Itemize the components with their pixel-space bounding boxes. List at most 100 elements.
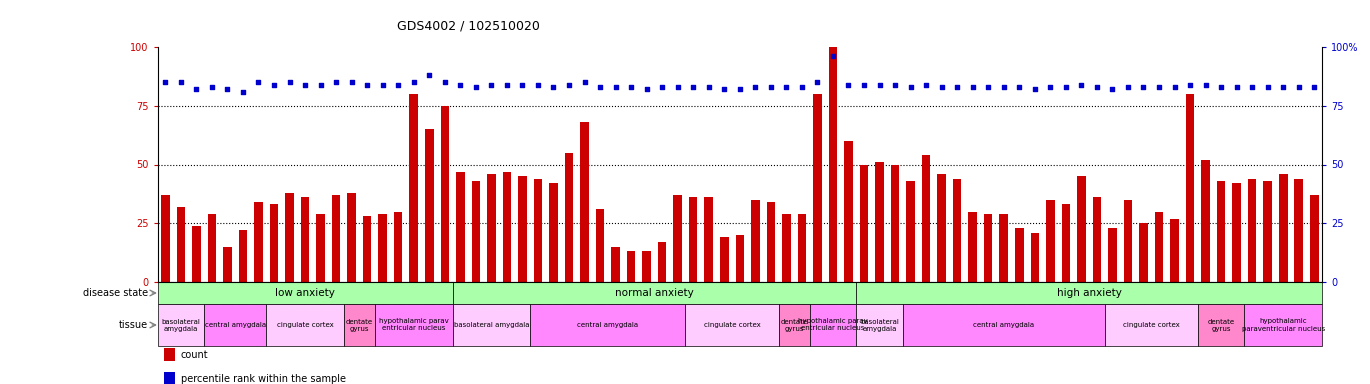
Bar bbox=[1093, 197, 1101, 282]
Bar bbox=[1233, 183, 1241, 282]
Point bbox=[1117, 84, 1138, 90]
Bar bbox=[1244, 304, 1322, 346]
Bar bbox=[937, 174, 945, 282]
Text: central amygdala: central amygdala bbox=[577, 322, 638, 328]
Text: dentate
gyrus: dentate gyrus bbox=[781, 318, 808, 331]
Point bbox=[310, 81, 332, 88]
Point bbox=[1148, 84, 1170, 90]
Point bbox=[760, 84, 782, 90]
Bar bbox=[1155, 212, 1163, 282]
Point bbox=[1101, 86, 1123, 93]
Bar bbox=[907, 181, 915, 282]
Bar bbox=[316, 214, 325, 282]
Bar bbox=[1140, 223, 1148, 282]
Bar bbox=[534, 179, 543, 282]
Text: percentile rank within the sample: percentile rank within the sample bbox=[181, 374, 345, 384]
Bar bbox=[158, 282, 452, 304]
Point bbox=[295, 81, 316, 88]
Bar bbox=[1201, 160, 1210, 282]
Bar bbox=[767, 202, 775, 282]
Bar bbox=[1295, 179, 1303, 282]
Point bbox=[418, 72, 440, 78]
Bar bbox=[890, 164, 899, 282]
Point bbox=[232, 89, 253, 95]
Point bbox=[170, 79, 192, 85]
Point bbox=[962, 84, 984, 90]
Point bbox=[1163, 84, 1185, 90]
Bar bbox=[378, 214, 386, 282]
Bar bbox=[1248, 179, 1256, 282]
Bar bbox=[332, 195, 340, 282]
Point bbox=[822, 53, 844, 60]
Point bbox=[915, 81, 937, 88]
Bar bbox=[410, 94, 418, 282]
Bar bbox=[1030, 233, 1038, 282]
Bar bbox=[564, 153, 573, 282]
Bar bbox=[1310, 195, 1318, 282]
Point bbox=[729, 86, 751, 93]
Bar bbox=[922, 155, 930, 282]
Bar bbox=[856, 304, 903, 346]
Bar bbox=[1077, 176, 1085, 282]
Point bbox=[1256, 84, 1278, 90]
Point bbox=[371, 81, 393, 88]
Point bbox=[1070, 81, 1092, 88]
Bar bbox=[1104, 304, 1197, 346]
Bar bbox=[751, 200, 759, 282]
Point bbox=[481, 81, 503, 88]
Point bbox=[1055, 84, 1077, 90]
Bar bbox=[685, 304, 778, 346]
Bar bbox=[441, 106, 449, 282]
Point bbox=[1288, 84, 1310, 90]
Bar bbox=[643, 252, 651, 282]
Bar bbox=[954, 179, 962, 282]
Bar bbox=[797, 214, 806, 282]
Bar bbox=[452, 282, 856, 304]
Point bbox=[496, 81, 518, 88]
Bar bbox=[596, 209, 604, 282]
Bar bbox=[1217, 181, 1225, 282]
Text: hypothalamic parav
entricular nucleus: hypothalamic parav entricular nucleus bbox=[379, 318, 448, 331]
Bar bbox=[721, 237, 729, 282]
Text: cingulate cortex: cingulate cortex bbox=[1123, 322, 1180, 328]
Point bbox=[449, 81, 471, 88]
Point bbox=[837, 81, 859, 88]
Bar bbox=[689, 197, 697, 282]
Bar bbox=[301, 197, 310, 282]
Bar bbox=[829, 47, 837, 282]
Point bbox=[1040, 84, 1062, 90]
Point bbox=[1195, 81, 1217, 88]
Bar bbox=[270, 204, 278, 282]
Bar bbox=[778, 304, 810, 346]
Point bbox=[947, 84, 969, 90]
Point bbox=[900, 84, 922, 90]
Point bbox=[1241, 84, 1263, 90]
Bar bbox=[984, 214, 992, 282]
Text: cingulate cortex: cingulate cortex bbox=[704, 322, 760, 328]
Bar bbox=[1186, 94, 1195, 282]
Point bbox=[790, 84, 812, 90]
Bar bbox=[1263, 181, 1271, 282]
Bar bbox=[1197, 304, 1244, 346]
Point bbox=[993, 84, 1015, 90]
Bar bbox=[1280, 174, 1288, 282]
Bar bbox=[375, 304, 452, 346]
Bar bbox=[177, 207, 185, 282]
Point bbox=[775, 84, 797, 90]
Point bbox=[621, 84, 643, 90]
Bar bbox=[204, 304, 266, 346]
Point bbox=[388, 81, 410, 88]
Bar bbox=[255, 202, 263, 282]
Text: GDS4002 / 102510020: GDS4002 / 102510020 bbox=[397, 19, 540, 32]
Bar bbox=[782, 214, 790, 282]
Point bbox=[1133, 84, 1155, 90]
Point bbox=[464, 84, 486, 90]
Text: central amygdala: central amygdala bbox=[973, 322, 1034, 328]
Bar bbox=[164, 372, 175, 384]
Bar bbox=[503, 172, 511, 282]
Point bbox=[977, 84, 999, 90]
Text: central amygdala: central amygdala bbox=[204, 322, 266, 328]
Bar bbox=[814, 94, 822, 282]
Text: low anxiety: low anxiety bbox=[275, 288, 336, 298]
Bar bbox=[488, 174, 496, 282]
